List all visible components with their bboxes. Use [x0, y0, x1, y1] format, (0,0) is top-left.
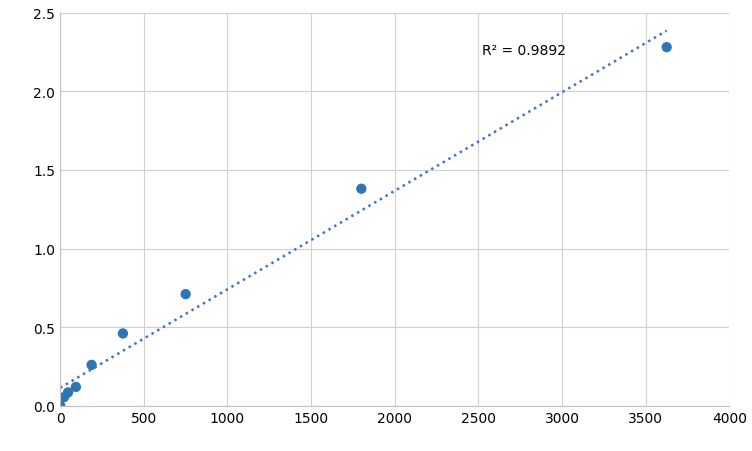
Text: R² = 0.9892: R² = 0.9892	[482, 43, 566, 57]
Point	[355, 186, 367, 193]
Point	[62, 389, 74, 396]
Point	[70, 383, 82, 391]
Point	[54, 402, 66, 409]
Point	[661, 45, 673, 52]
Point	[180, 291, 192, 298]
Point	[117, 330, 129, 337]
Point	[86, 362, 98, 369]
Point	[58, 394, 70, 401]
